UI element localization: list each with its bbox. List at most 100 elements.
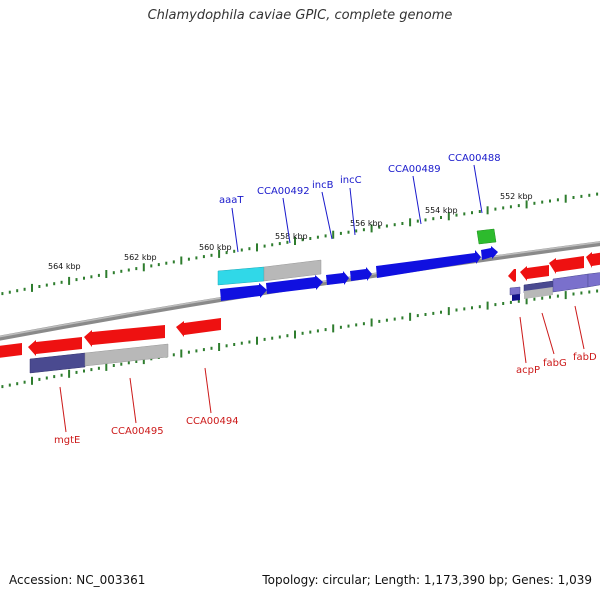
lower-ruler-major-tick xyxy=(68,369,71,378)
cds-right-edge[interactable] xyxy=(587,272,600,288)
gene-CCA00492[interactable] xyxy=(266,275,323,294)
leader-CCA00495 xyxy=(129,377,137,424)
lower-ruler-minor-tick xyxy=(378,319,381,323)
lower-ruler-minor-tick xyxy=(533,297,536,301)
label-mgtE: mgtE xyxy=(54,435,80,446)
upper-ruler-minor-tick xyxy=(572,196,575,199)
kbp-label-558: 558 kbp xyxy=(275,232,308,241)
lower-ruler-minor-tick xyxy=(355,323,358,327)
lower-ruler-major-tick xyxy=(218,343,221,351)
gene-mgtE[interactable] xyxy=(28,337,82,356)
lower-ruler-minor-tick xyxy=(432,311,435,315)
lower-ruler-minor-tick xyxy=(549,295,551,299)
lower-ruler-minor-tick xyxy=(494,303,497,307)
lower-ruler-minor-tick xyxy=(97,366,100,370)
upper-ruler-minor-tick xyxy=(301,238,304,242)
cds-CCA00495[interactable] xyxy=(84,343,169,367)
cds-acpP[interactable] xyxy=(509,286,521,296)
gene-CCA00489[interactable] xyxy=(376,250,481,278)
upper-ruler-minor-tick xyxy=(309,237,312,240)
upper-ruler-minor-tick xyxy=(263,244,266,248)
gene-acpP[interactable] xyxy=(508,269,516,282)
leader-fabG xyxy=(541,312,555,355)
cds-fabD[interactable] xyxy=(552,273,589,293)
gene-CCA00494[interactable] xyxy=(176,318,221,337)
cds-acpP-dark[interactable] xyxy=(512,294,520,301)
gene-left-edge[interactable] xyxy=(0,343,22,358)
cds-mgtE[interactable] xyxy=(29,352,86,374)
upper-ruler-minor-tick xyxy=(90,275,93,279)
upper-ruler-minor-tick xyxy=(556,198,559,202)
upper-ruler-major-tick xyxy=(564,194,567,203)
gene-CCA00495[interactable] xyxy=(84,325,165,347)
gene-aaaT[interactable] xyxy=(220,283,267,301)
upper-ruler-major-tick xyxy=(370,224,373,233)
lower-ruler-minor-tick xyxy=(301,331,304,335)
lower-ruler-minor-tick xyxy=(263,337,266,341)
leader-fabD xyxy=(574,305,585,350)
lower-ruler-minor-tick xyxy=(233,343,236,346)
lower-ruler-minor-tick xyxy=(248,340,251,344)
lower-ruler-minor-tick xyxy=(347,324,350,328)
cds-fabG-light[interactable] xyxy=(524,287,553,299)
lower-ruler-minor-tick xyxy=(278,335,281,339)
map-title: Chlamydophila caviae GPIC, complete geno… xyxy=(147,8,453,23)
gene-fabD[interactable] xyxy=(549,256,584,274)
lower-ruler-minor-tick xyxy=(588,290,591,294)
lower-ruler-minor-tick xyxy=(509,300,512,304)
cds-CCA00492[interactable] xyxy=(263,259,322,282)
lower-ruler-minor-tick xyxy=(45,376,48,380)
upper-ruler-minor-tick xyxy=(339,231,342,235)
upper-ruler-minor-tick xyxy=(378,225,381,229)
cds-aaaT[interactable] xyxy=(217,266,265,286)
lower-ruler-minor-tick xyxy=(478,305,481,309)
lower-ruler-major-tick xyxy=(370,318,373,327)
lower-ruler-minor-tick xyxy=(172,353,175,357)
lower-ruler-minor-tick xyxy=(16,382,19,386)
lower-ruler-minor-tick xyxy=(339,325,342,329)
upper-ruler-minor-tick xyxy=(588,193,591,197)
upper-ruler-minor-tick xyxy=(248,247,251,251)
genome-summary-label: Topology: circular; Length: 1,173,390 bp… xyxy=(262,573,592,587)
upper-ruler-minor-tick xyxy=(347,230,350,234)
upper-ruler-major-tick xyxy=(256,243,258,252)
upper-ruler-major-tick xyxy=(447,212,450,221)
upper-ruler-minor-tick xyxy=(127,268,130,272)
gene-incC[interactable] xyxy=(350,267,372,281)
cds-CCA00488[interactable] xyxy=(476,228,497,245)
lower-ruler-minor-tick xyxy=(202,348,205,352)
upper-ruler-minor-tick xyxy=(157,263,160,267)
upper-ruler-minor-tick xyxy=(83,276,85,280)
upper-ruler-minor-tick xyxy=(60,280,63,284)
upper-ruler-minor-tick xyxy=(233,249,236,253)
label-CCA00489: CCA00489 xyxy=(388,164,441,175)
label-aaaT: aaaT xyxy=(219,195,244,206)
label-CCA00492: CCA00492 xyxy=(257,186,310,197)
gene-CCA00488[interactable] xyxy=(481,246,498,260)
lower-ruler-minor-tick xyxy=(580,291,583,295)
lower-ruler-major-tick xyxy=(180,349,183,358)
gene-incB[interactable] xyxy=(326,271,349,285)
upper-ruler-major-tick xyxy=(332,230,335,239)
lower-ruler-minor-tick xyxy=(271,336,274,340)
upper-ruler-major-tick xyxy=(68,276,71,285)
upper-ruler-minor-tick xyxy=(316,235,319,239)
lower-ruler-minor-tick xyxy=(309,330,312,334)
leader-mgtE xyxy=(59,386,67,433)
lower-ruler-minor-tick xyxy=(135,360,138,363)
upper-ruler-minor-tick xyxy=(580,194,583,198)
upper-ruler-minor-tick xyxy=(533,201,536,205)
accession-label: Accession: NC_003361 xyxy=(9,573,146,587)
leader-CCA00494 xyxy=(204,367,212,414)
upper-ruler-major-tick xyxy=(105,270,108,278)
leader-CCA00489 xyxy=(412,175,422,225)
lower-ruler-minor-tick xyxy=(393,317,396,321)
upper-ruler-minor-tick xyxy=(187,257,190,261)
upper-ruler-minor-tick xyxy=(135,267,138,271)
upper-ruler-minor-tick xyxy=(471,211,473,215)
gene-fabG[interactable] xyxy=(520,265,549,281)
lower-ruler-minor-tick xyxy=(455,308,458,312)
upper-ruler-minor-tick xyxy=(195,256,198,260)
gene-right-edge[interactable] xyxy=(586,252,600,268)
lower-ruler-minor-tick xyxy=(385,318,388,322)
